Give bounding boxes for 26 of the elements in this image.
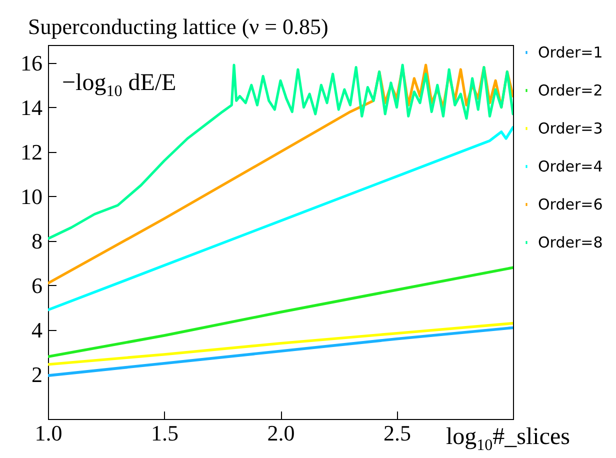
y-axis-title: −log$_{10}$ dE/E bbox=[62, 70, 176, 101]
y-tick-label: 16 bbox=[20, 50, 42, 76]
x-axis-title: log$_{10}$#_slices bbox=[446, 424, 570, 455]
line-series bbox=[48, 126, 513, 312]
y-tick-label: 8 bbox=[32, 228, 42, 254]
line-series bbox=[48, 266, 513, 358]
y-tick-label: 2 bbox=[32, 362, 42, 387]
x-tick-label: 2.0 bbox=[267, 420, 295, 446]
legend-label: Order=4 bbox=[538, 158, 603, 176]
x-tick-label: 1.5 bbox=[151, 420, 178, 446]
y-tick-label: 10 bbox=[20, 184, 42, 209]
chart-title: Superconducting lattice (ν = 0.85) bbox=[28, 14, 328, 39]
line-series bbox=[48, 322, 513, 366]
x-tick-label: 1.0 bbox=[34, 420, 62, 446]
y-tick-label: 6 bbox=[32, 272, 42, 298]
legend-label: Order=8 bbox=[538, 234, 603, 252]
x-tick-label: 2.5 bbox=[384, 420, 411, 446]
y-tick-label: 14 bbox=[20, 94, 42, 120]
legend-label: Order=2 bbox=[538, 82, 603, 100]
line-series bbox=[48, 64, 513, 240]
line-series bbox=[48, 326, 513, 377]
y-tick-label: 12 bbox=[20, 139, 42, 164]
legend-label: Order=3 bbox=[538, 120, 603, 138]
y-tick-label: 4 bbox=[32, 317, 42, 342]
legend-label: Order=6 bbox=[538, 196, 603, 214]
legend-label: Order=1 bbox=[538, 44, 603, 62]
